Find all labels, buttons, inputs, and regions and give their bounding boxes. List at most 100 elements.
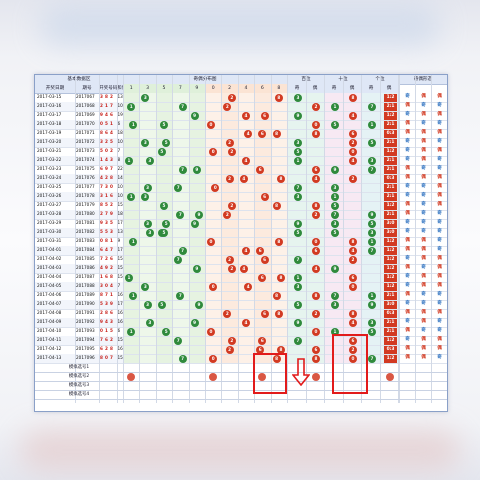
row-sum: 13 [117, 228, 123, 234]
row-stripe [35, 354, 123, 363]
ratio-tag: 2:1 [384, 183, 397, 192]
sim-pick-ball[interactable] [386, 372, 394, 381]
position-ball: 0 [312, 327, 320, 336]
shape-mark: 偶 [437, 183, 442, 189]
row-code-digit: 3 [100, 192, 103, 198]
row-date: 2017-04-11 [37, 336, 62, 342]
row-issue: 2017073 [76, 147, 95, 153]
row-code-digit: 1 [110, 120, 113, 126]
row-code-digit: 2 [105, 138, 108, 144]
shape-mark: 奇 [421, 192, 426, 198]
row-stripe [35, 120, 123, 129]
row-code-digit: 8 [100, 129, 103, 135]
shape-mark: 奇 [421, 102, 426, 108]
shape-mark: 偶 [405, 165, 410, 171]
position-ball: 3 [368, 156, 376, 165]
shape-mark: 偶 [405, 354, 410, 360]
row-code-digit: 9 [105, 165, 108, 171]
ratio-tag: 1:2 [384, 201, 397, 210]
position-ball: 3 [294, 138, 302, 147]
shape-mark: 奇 [405, 255, 410, 261]
sim-row-label[interactable]: 模拟选号3 [68, 383, 90, 388]
position-ball: 7 [294, 336, 302, 345]
row-code-digit: 4 [110, 282, 113, 288]
row-date: 2017-03-16 [37, 102, 62, 108]
row-code-digit: 3 [100, 282, 103, 288]
shape-mark: 偶 [405, 327, 410, 333]
grid-vline [431, 75, 432, 403]
row-code-digit: 2 [105, 345, 108, 351]
shape-mark: 偶 [421, 282, 426, 288]
shape-mark: 奇 [421, 219, 426, 225]
sim-pick-ball[interactable] [209, 372, 218, 381]
shape-mark: 偶 [405, 129, 410, 135]
distribution-ball: 7 [174, 336, 183, 345]
shape-mark: 偶 [405, 291, 410, 297]
position-ball: 9 [331, 165, 339, 174]
position-ball: 3 [331, 183, 339, 192]
distribution-ball: 9 [190, 111, 199, 120]
grid-vline [155, 75, 157, 403]
row-date: 2017-04-08 [37, 309, 62, 315]
distribution-ball: 2 [223, 309, 232, 318]
sim-row-label[interactable]: 模拟选号2 [68, 374, 90, 379]
position-ball: 4 [312, 174, 320, 183]
shape-mark: 偶 [437, 273, 442, 279]
row-issue: 2017076 [76, 174, 95, 180]
ratio-tag: 1:2 [384, 255, 397, 264]
position-ball: 8 [349, 309, 357, 318]
sim-divider [35, 372, 447, 373]
position-ball: 5 [331, 228, 339, 237]
row-stripe [35, 300, 123, 309]
position-ball: 1 [294, 273, 302, 282]
distribution-ball: 7 [178, 354, 187, 363]
position-ball: 8 [349, 93, 357, 102]
position-ball: 8 [312, 291, 320, 300]
ratio-tag: 1:2 [384, 111, 397, 120]
sim-row-label[interactable]: 模拟选号1 [68, 365, 90, 370]
shape-mark: 奇 [437, 138, 442, 144]
row-code-digit: 9 [100, 111, 103, 117]
position-ball: 7 [331, 210, 339, 219]
grid-vline [398, 75, 399, 403]
shape-mark: 偶 [405, 264, 410, 270]
row-code-digit: 5 [105, 120, 108, 126]
distribution-ball: 6 [256, 165, 265, 174]
distribution-ball: 8 [274, 309, 283, 318]
row-issue: 2017079 [76, 201, 95, 207]
sim-row-label[interactable]: 模拟选号4 [68, 392, 90, 397]
grid-vline [254, 75, 256, 403]
distribution-ball: 2 [223, 210, 232, 219]
row-code-digit: 0 [105, 354, 108, 360]
distribution-ball: 5 [160, 228, 168, 237]
distribution-ball: 7 [176, 210, 185, 219]
ratio-tag: 2:1 [384, 210, 397, 219]
shape-mark: 偶 [437, 93, 442, 99]
position-ball: 9 [368, 210, 376, 219]
distribution-ball: 0 [209, 147, 218, 156]
shape-mark: 偶 [421, 93, 426, 99]
distribution-ball: 0 [211, 183, 220, 192]
distribution-ball: 7 [174, 183, 183, 192]
position-ball: 5 [331, 201, 339, 210]
row-code-digit: 6 [110, 192, 113, 198]
position-ball: 8 [312, 354, 320, 363]
row-issue: 2017094 [76, 336, 95, 342]
shape-mark: 奇 [421, 201, 426, 207]
grid-vline [270, 75, 272, 403]
row-date: 2017-03-28 [37, 210, 62, 216]
row-issue: 2017071 [76, 129, 95, 135]
position-ball: 3 [294, 93, 302, 102]
shape-mark: 偶 [437, 174, 442, 180]
row-issue: 2017075 [76, 165, 95, 171]
shape-mark: 偶 [405, 174, 410, 180]
row-date: 2017-03-31 [37, 237, 62, 243]
sim-pick-ball[interactable] [258, 372, 267, 381]
distribution-ball: 6 [260, 111, 269, 120]
row-code-digit: 2 [100, 210, 103, 216]
position-ball: 5 [331, 120, 339, 129]
shape-mark: 偶 [421, 156, 426, 162]
row-code-digit: 1 [105, 327, 108, 333]
sim-pick-ball[interactable] [312, 372, 320, 381]
sim-pick-ball[interactable] [127, 372, 136, 381]
